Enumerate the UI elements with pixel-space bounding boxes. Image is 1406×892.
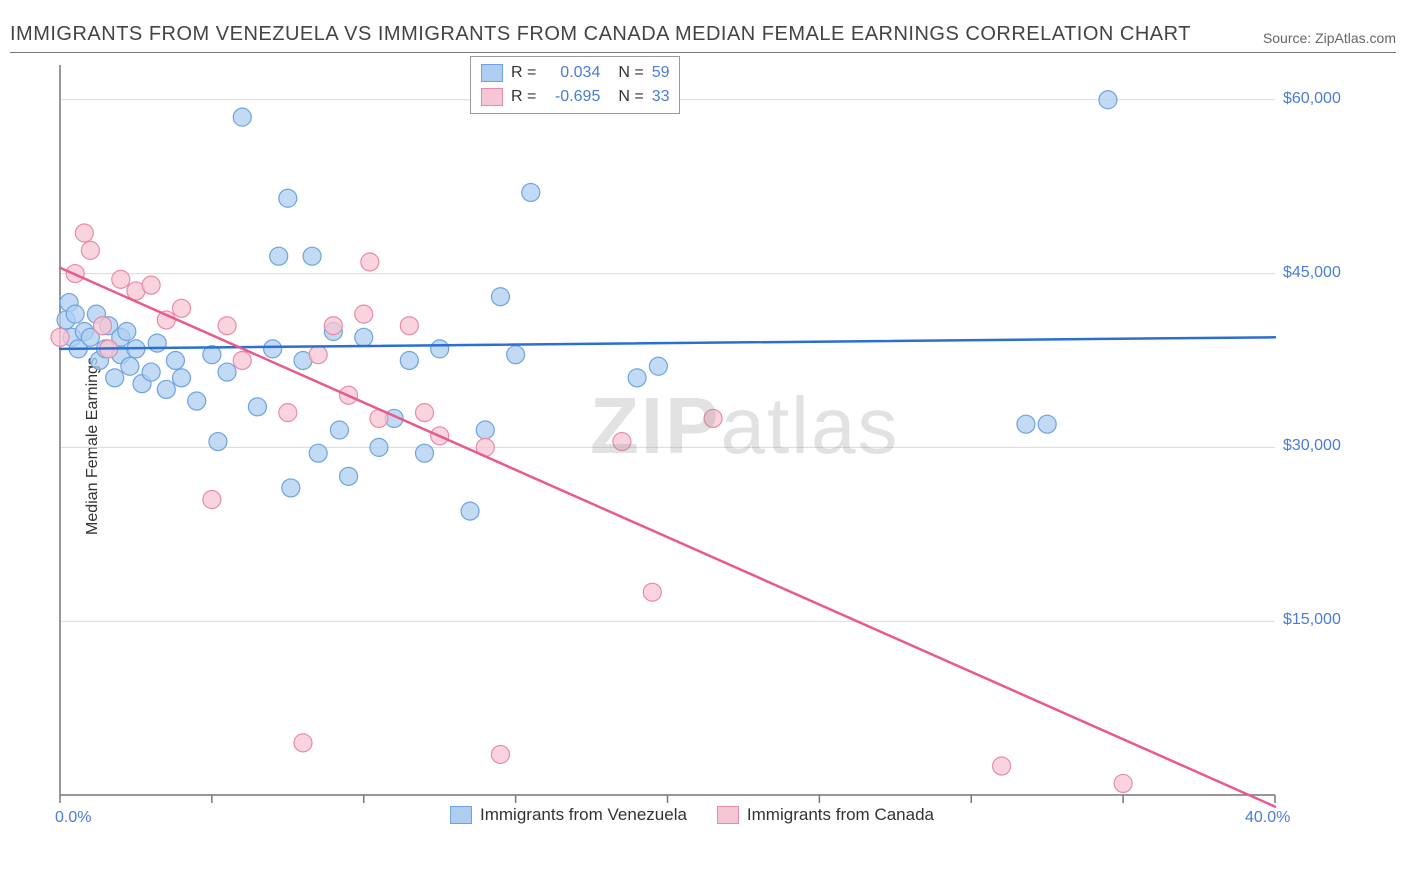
legend-swatch <box>481 64 503 82</box>
n-label: N = <box>618 88 643 106</box>
series-legend-item: Immigrants from Canada <box>717 805 934 825</box>
plot-area: ZIPatlas R =0.034N =59R =-0.695N =33 Imm… <box>50 60 1340 830</box>
series-name: Immigrants from Venezuela <box>480 805 687 825</box>
r-value: -0.695 <box>544 88 600 106</box>
n-label: N = <box>618 64 643 82</box>
r-label: R = <box>511 64 536 82</box>
series-legend-item: Immigrants from Venezuela <box>450 805 687 825</box>
scatter-plot-svg <box>50 60 1340 830</box>
stats-legend: R = 0.034 N = 59 R = -0.695 N = 33 <box>470 56 680 114</box>
series-name: Immigrants from Canada <box>747 805 934 825</box>
y-tick-label: $30,000 <box>1283 437 1341 455</box>
stats-legend-row: R = 0.034 N = 59 <box>481 61 669 85</box>
chart-title: IMMIGRANTS FROM VENEZUELA VS IMMIGRANTS … <box>10 23 1191 46</box>
r-value: 0.034 <box>544 64 600 82</box>
y-tick-label: $60,000 <box>1283 90 1341 108</box>
source-label: Source: ZipAtlas.com <box>1263 30 1396 46</box>
x-max-label: 40.0% <box>1245 809 1290 827</box>
r-label: R = <box>511 88 536 106</box>
n-value: 59 <box>652 64 670 82</box>
y-tick-label: $15,000 <box>1283 611 1341 629</box>
legend-swatch <box>481 88 503 106</box>
n-value: 33 <box>652 88 670 106</box>
y-tick-label: $45,000 <box>1283 264 1341 282</box>
stats-legend-row: R = -0.695 N = 33 <box>481 85 669 109</box>
title-bar: IMMIGRANTS FROM VENEZUELA VS IMMIGRANTS … <box>10 10 1396 53</box>
series-legend: Immigrants from Venezuela Immigrants from… <box>450 805 934 825</box>
legend-swatch <box>450 806 472 824</box>
x-min-label: 0.0% <box>55 809 91 827</box>
legend-swatch <box>717 806 739 824</box>
